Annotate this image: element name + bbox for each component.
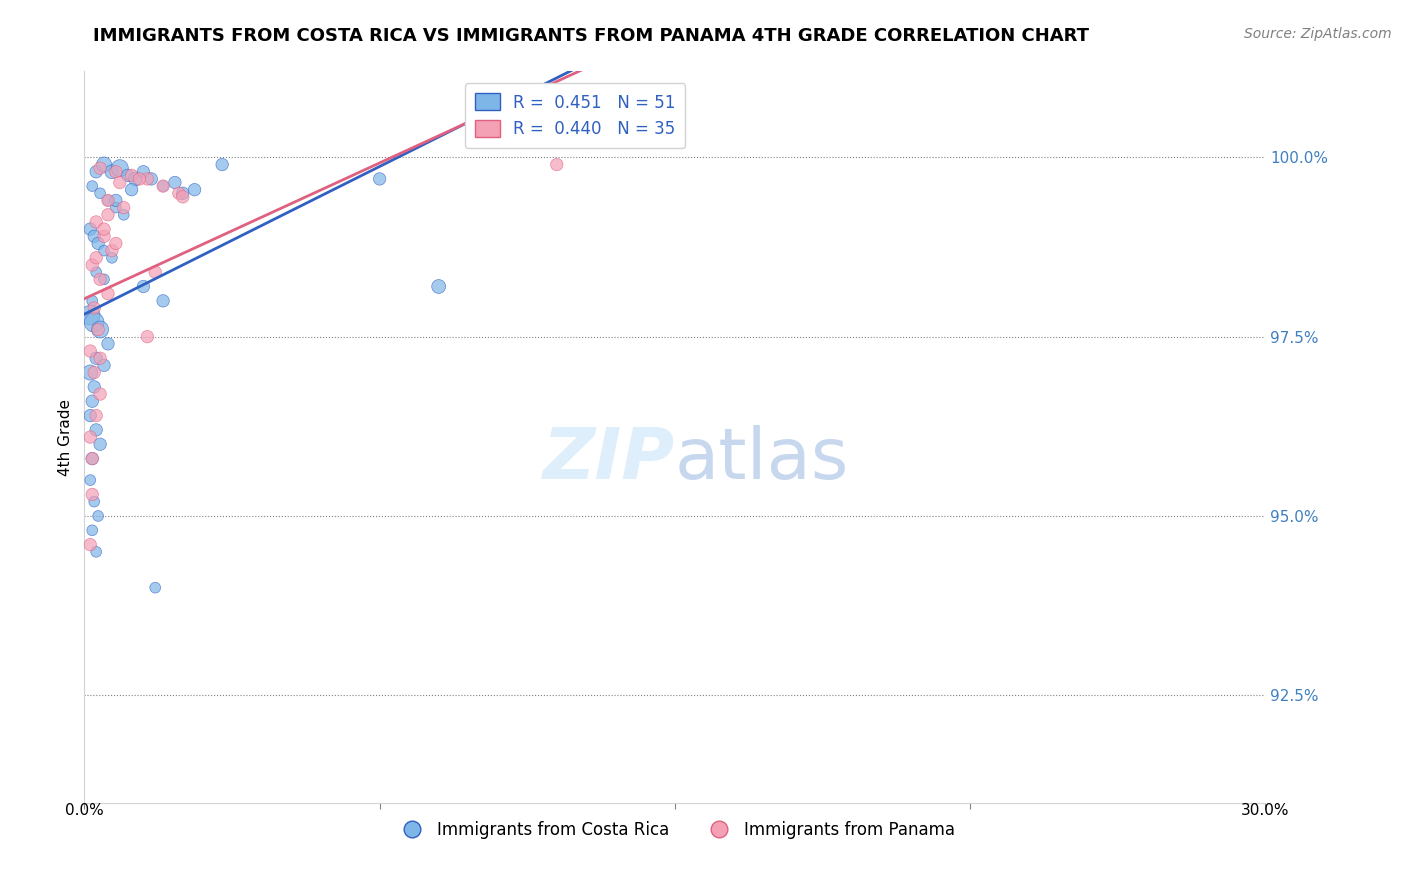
- Point: [121, 183, 143, 197]
- Y-axis label: 4th Grade: 4th Grade: [58, 399, 73, 475]
- Point: [82, 487, 104, 501]
- Point: [136, 172, 159, 186]
- Point: [82, 179, 104, 194]
- Point: [143, 265, 166, 279]
- Point: [89, 351, 111, 366]
- Point: [368, 172, 391, 186]
- Point: [89, 387, 111, 401]
- Point: [108, 161, 131, 176]
- Point: [89, 272, 111, 286]
- Point: [427, 279, 450, 293]
- Point: [84, 165, 107, 179]
- Point: [124, 172, 146, 186]
- Point: [87, 508, 110, 523]
- Point: [93, 229, 115, 244]
- Point: [172, 186, 194, 201]
- Point: [128, 172, 150, 186]
- Point: [183, 183, 205, 197]
- Point: [104, 236, 127, 251]
- Text: Source: ZipAtlas.com: Source: ZipAtlas.com: [1244, 27, 1392, 41]
- Point: [84, 251, 107, 265]
- Point: [87, 322, 110, 336]
- Point: [152, 179, 174, 194]
- Point: [93, 272, 115, 286]
- Point: [121, 169, 143, 183]
- Point: [117, 169, 139, 183]
- Point: [83, 366, 105, 380]
- Point: [89, 322, 111, 336]
- Point: [141, 172, 163, 186]
- Point: [83, 229, 105, 244]
- Point: [89, 186, 111, 201]
- Point: [93, 244, 115, 258]
- Point: [112, 208, 135, 222]
- Point: [152, 293, 174, 308]
- Point: [132, 165, 155, 179]
- Text: 0.0%: 0.0%: [65, 803, 104, 818]
- Point: [83, 380, 105, 394]
- Point: [79, 538, 101, 552]
- Point: [97, 194, 120, 208]
- Text: atlas: atlas: [675, 425, 849, 493]
- Point: [89, 437, 111, 451]
- Point: [101, 251, 124, 265]
- Point: [104, 201, 127, 215]
- Point: [83, 301, 105, 315]
- Point: [163, 176, 186, 190]
- Point: [79, 344, 101, 359]
- Point: [84, 265, 107, 279]
- Point: [84, 423, 107, 437]
- Point: [97, 286, 120, 301]
- Point: [104, 194, 127, 208]
- Point: [79, 366, 101, 380]
- Point: [101, 244, 124, 258]
- Point: [108, 176, 131, 190]
- Point: [82, 451, 104, 466]
- Point: [82, 451, 104, 466]
- Point: [97, 336, 120, 351]
- Point: [82, 524, 104, 538]
- Point: [79, 308, 101, 322]
- Point: [152, 179, 174, 194]
- Point: [172, 190, 194, 204]
- Point: [97, 194, 120, 208]
- Point: [546, 158, 568, 172]
- Point: [97, 208, 120, 222]
- Point: [84, 545, 107, 559]
- Point: [104, 165, 127, 179]
- Point: [93, 359, 115, 373]
- Point: [79, 222, 101, 236]
- Point: [93, 158, 115, 172]
- Text: 30.0%: 30.0%: [1241, 803, 1289, 818]
- Point: [79, 409, 101, 423]
- Point: [82, 394, 104, 409]
- Point: [79, 430, 101, 444]
- Point: [84, 351, 107, 366]
- Point: [82, 293, 104, 308]
- Point: [79, 473, 101, 487]
- Point: [84, 409, 107, 423]
- Legend: Immigrants from Costa Rica, Immigrants from Panama: Immigrants from Costa Rica, Immigrants f…: [388, 814, 962, 846]
- Point: [112, 201, 135, 215]
- Point: [83, 315, 105, 329]
- Point: [89, 161, 111, 176]
- Point: [132, 279, 155, 293]
- Point: [167, 186, 190, 201]
- Text: ZIP: ZIP: [543, 425, 675, 493]
- Point: [143, 581, 166, 595]
- Point: [93, 222, 115, 236]
- Point: [83, 494, 105, 508]
- Point: [84, 215, 107, 229]
- Point: [87, 236, 110, 251]
- Point: [101, 165, 124, 179]
- Point: [211, 158, 233, 172]
- Text: IMMIGRANTS FROM COSTA RICA VS IMMIGRANTS FROM PANAMA 4TH GRADE CORRELATION CHART: IMMIGRANTS FROM COSTA RICA VS IMMIGRANTS…: [93, 27, 1088, 45]
- Point: [136, 329, 159, 343]
- Point: [82, 258, 104, 272]
